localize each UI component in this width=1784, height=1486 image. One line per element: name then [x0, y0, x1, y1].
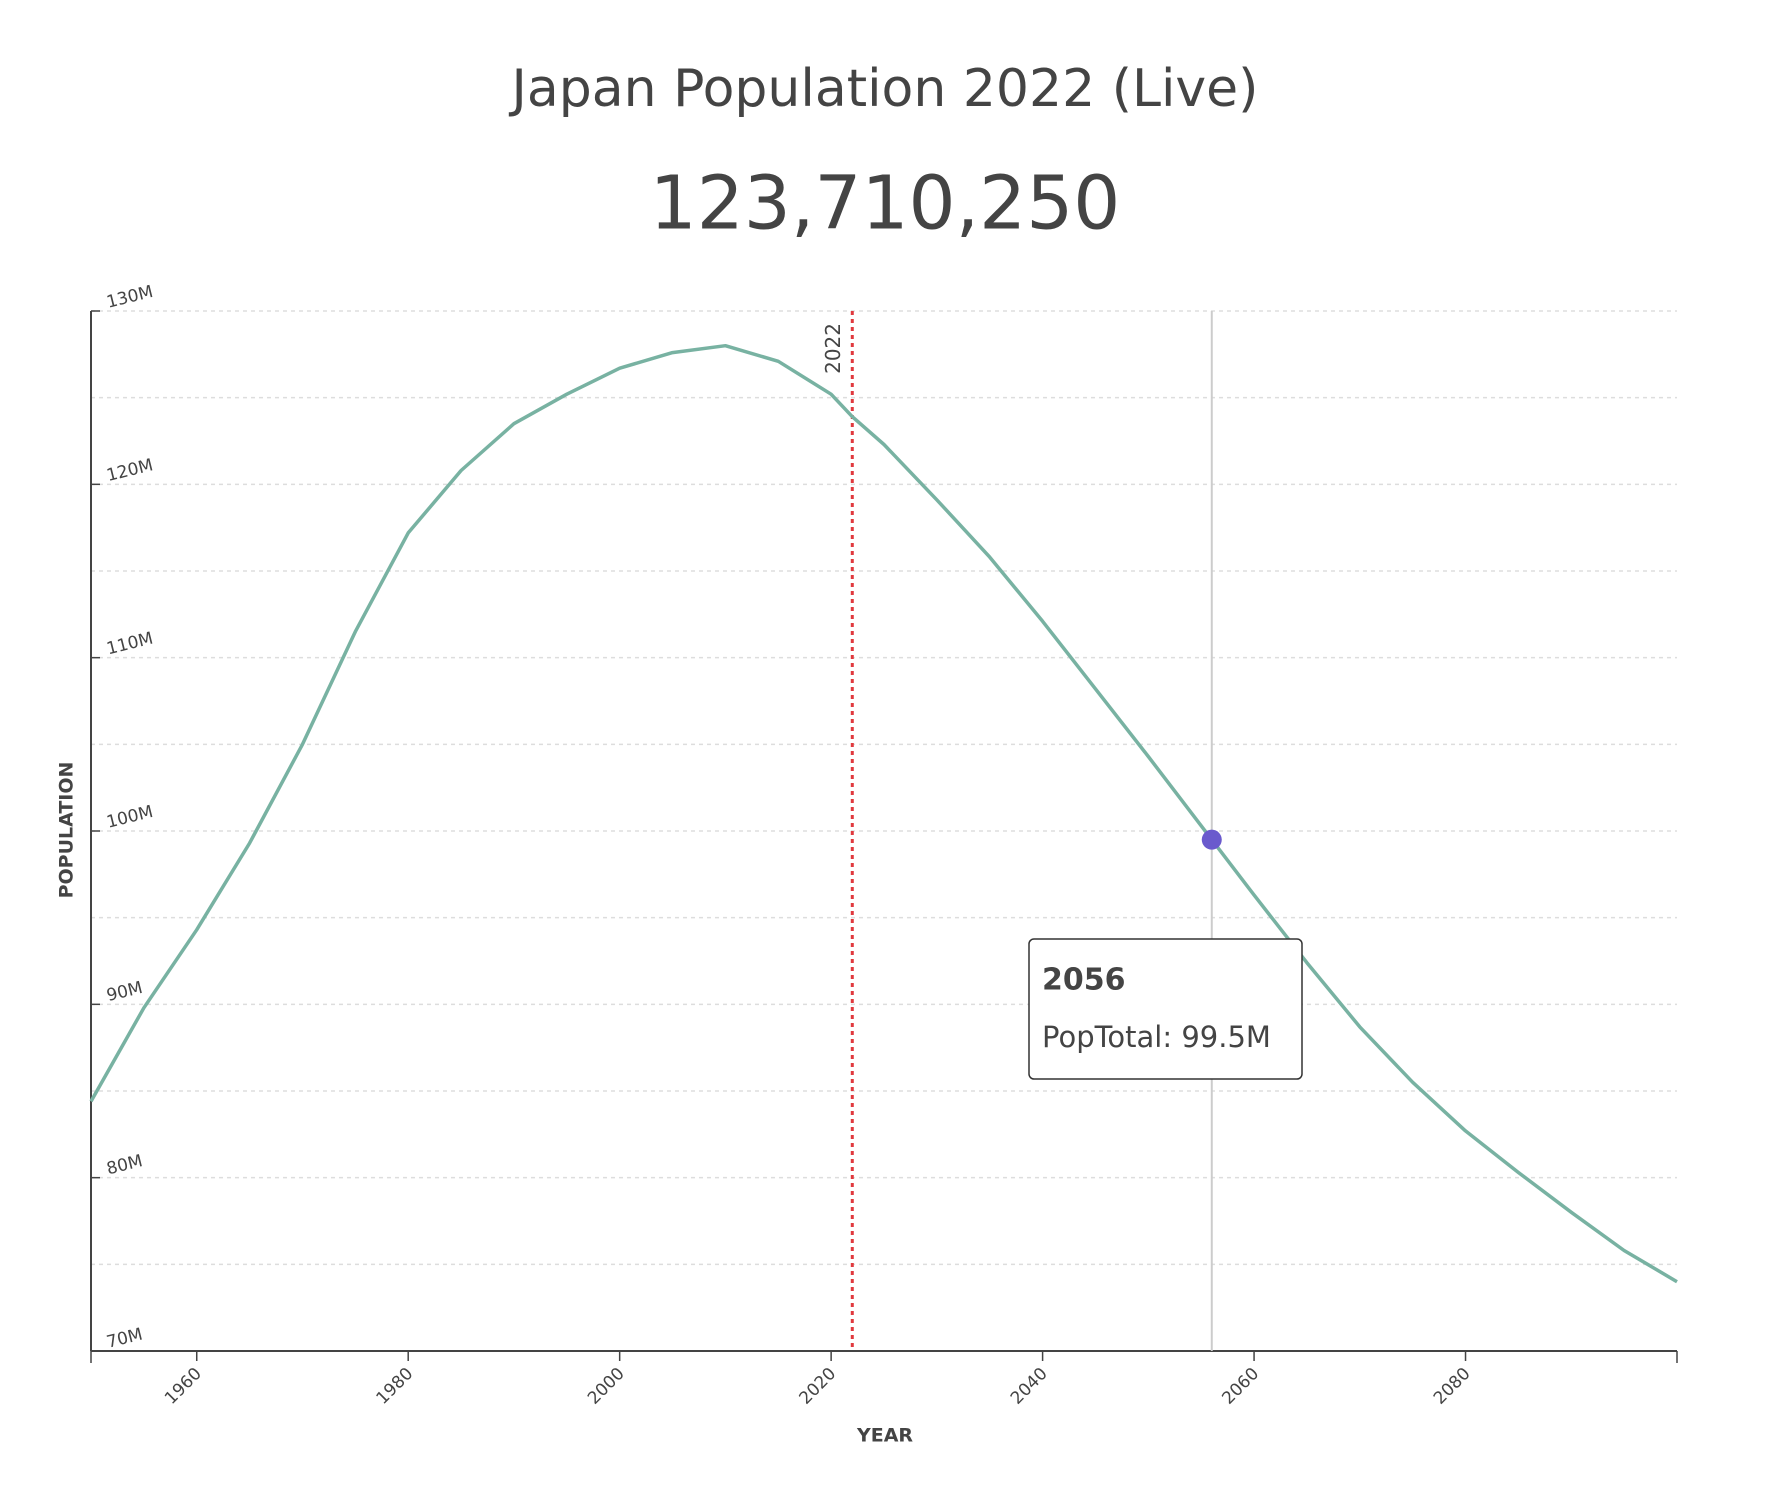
x-tick-label: 1980	[373, 1364, 418, 1409]
data-line	[89, 343, 1678, 1284]
tooltip-title: 2056	[1042, 963, 1126, 998]
x-tick-label: 2040	[1007, 1364, 1052, 1409]
x-tick-label: 1960	[161, 1364, 206, 1409]
y-axis-label: POPULATION	[56, 762, 78, 899]
x-tick-label: 2020	[795, 1364, 840, 1409]
tooltip-value: PopTotal: 99.5M	[1042, 1020, 1271, 1054]
chart-title: Japan Population 2022 (Live)	[509, 59, 1259, 119]
tooltip-box	[1028, 938, 1303, 1080]
y-tick-label: 100M	[105, 802, 156, 833]
y-tick-label: 110M	[105, 629, 156, 660]
live-count: 123,710,250	[650, 161, 1121, 247]
y-tick-label: 90M	[105, 978, 145, 1006]
reference-label: 2022	[821, 323, 845, 374]
y-tick-label: 120M	[105, 455, 156, 486]
x-axis-label: YEAR	[856, 1425, 913, 1447]
x-tick-label: 2060	[1218, 1364, 1263, 1409]
y-tick-label: 70M	[105, 1325, 145, 1353]
x-tick-label: 2080	[1430, 1364, 1475, 1409]
y-tick-label: 130M	[105, 282, 156, 313]
y-tick-label: 80M	[105, 1151, 145, 1179]
x-tick-label: 2000	[584, 1364, 629, 1409]
hover-dot	[1201, 829, 1222, 850]
